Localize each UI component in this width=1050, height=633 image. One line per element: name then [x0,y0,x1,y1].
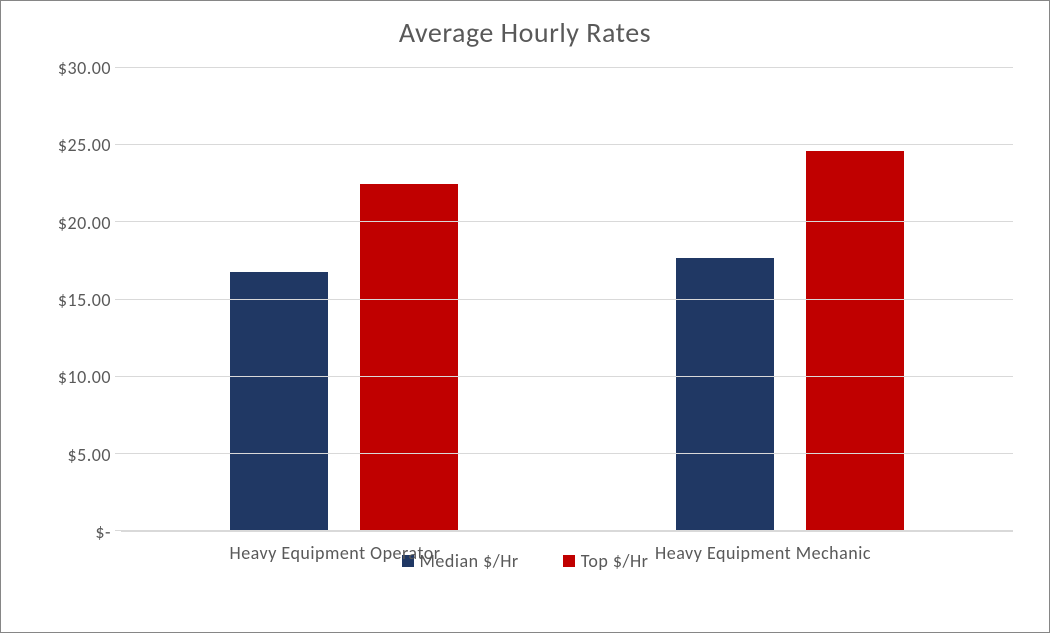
x-axis-labels: Heavy Equipment OperatorHeavy Equipment … [121,542,977,564]
bar-group [567,68,1013,531]
y-tick-label: $15.00 [58,289,111,311]
bar [806,151,904,531]
bar-group [121,68,567,531]
chart-container: Average Hourly Rates $-$5.00$10.00$15.00… [0,0,1050,633]
bar-groups [121,68,1013,531]
y-tick-label: $25.00 [58,134,111,156]
y-axis-tickmark [115,299,121,300]
plot-wrap: $-$5.00$10.00$15.00$20.00$25.00$30.00 [29,68,1013,532]
gridline [121,144,1013,145]
bar [230,272,328,531]
y-tick-label: $20.00 [58,212,111,234]
gridline [121,67,1013,68]
gridline [121,299,1013,300]
y-tick-label: $10.00 [58,366,111,388]
y-axis-tickmark [115,376,121,377]
y-axis-tickmark [115,453,121,454]
chart-title: Average Hourly Rates [1,15,1049,50]
gridline [121,221,1013,222]
bar [360,184,458,531]
gridline [121,530,1013,531]
x-axis-category-label: Heavy Equipment Mechanic [549,542,977,564]
bottom-section: Heavy Equipment OperatorHeavy Equipment … [1,532,1049,632]
y-tick-label: $5.00 [67,444,111,466]
x-axis-category-label: Heavy Equipment Operator [121,542,549,564]
gridline [121,453,1013,454]
y-tick-label: $30.00 [58,57,111,79]
y-axis-tickmark [115,67,121,68]
y-axis-tickmark [115,530,121,531]
y-axis: $-$5.00$10.00$15.00$20.00$25.00$30.00 [29,68,111,532]
y-axis-tickmark [115,221,121,222]
gridline [121,376,1013,377]
plot-area [121,68,1013,532]
y-axis-tickmark [115,144,121,145]
